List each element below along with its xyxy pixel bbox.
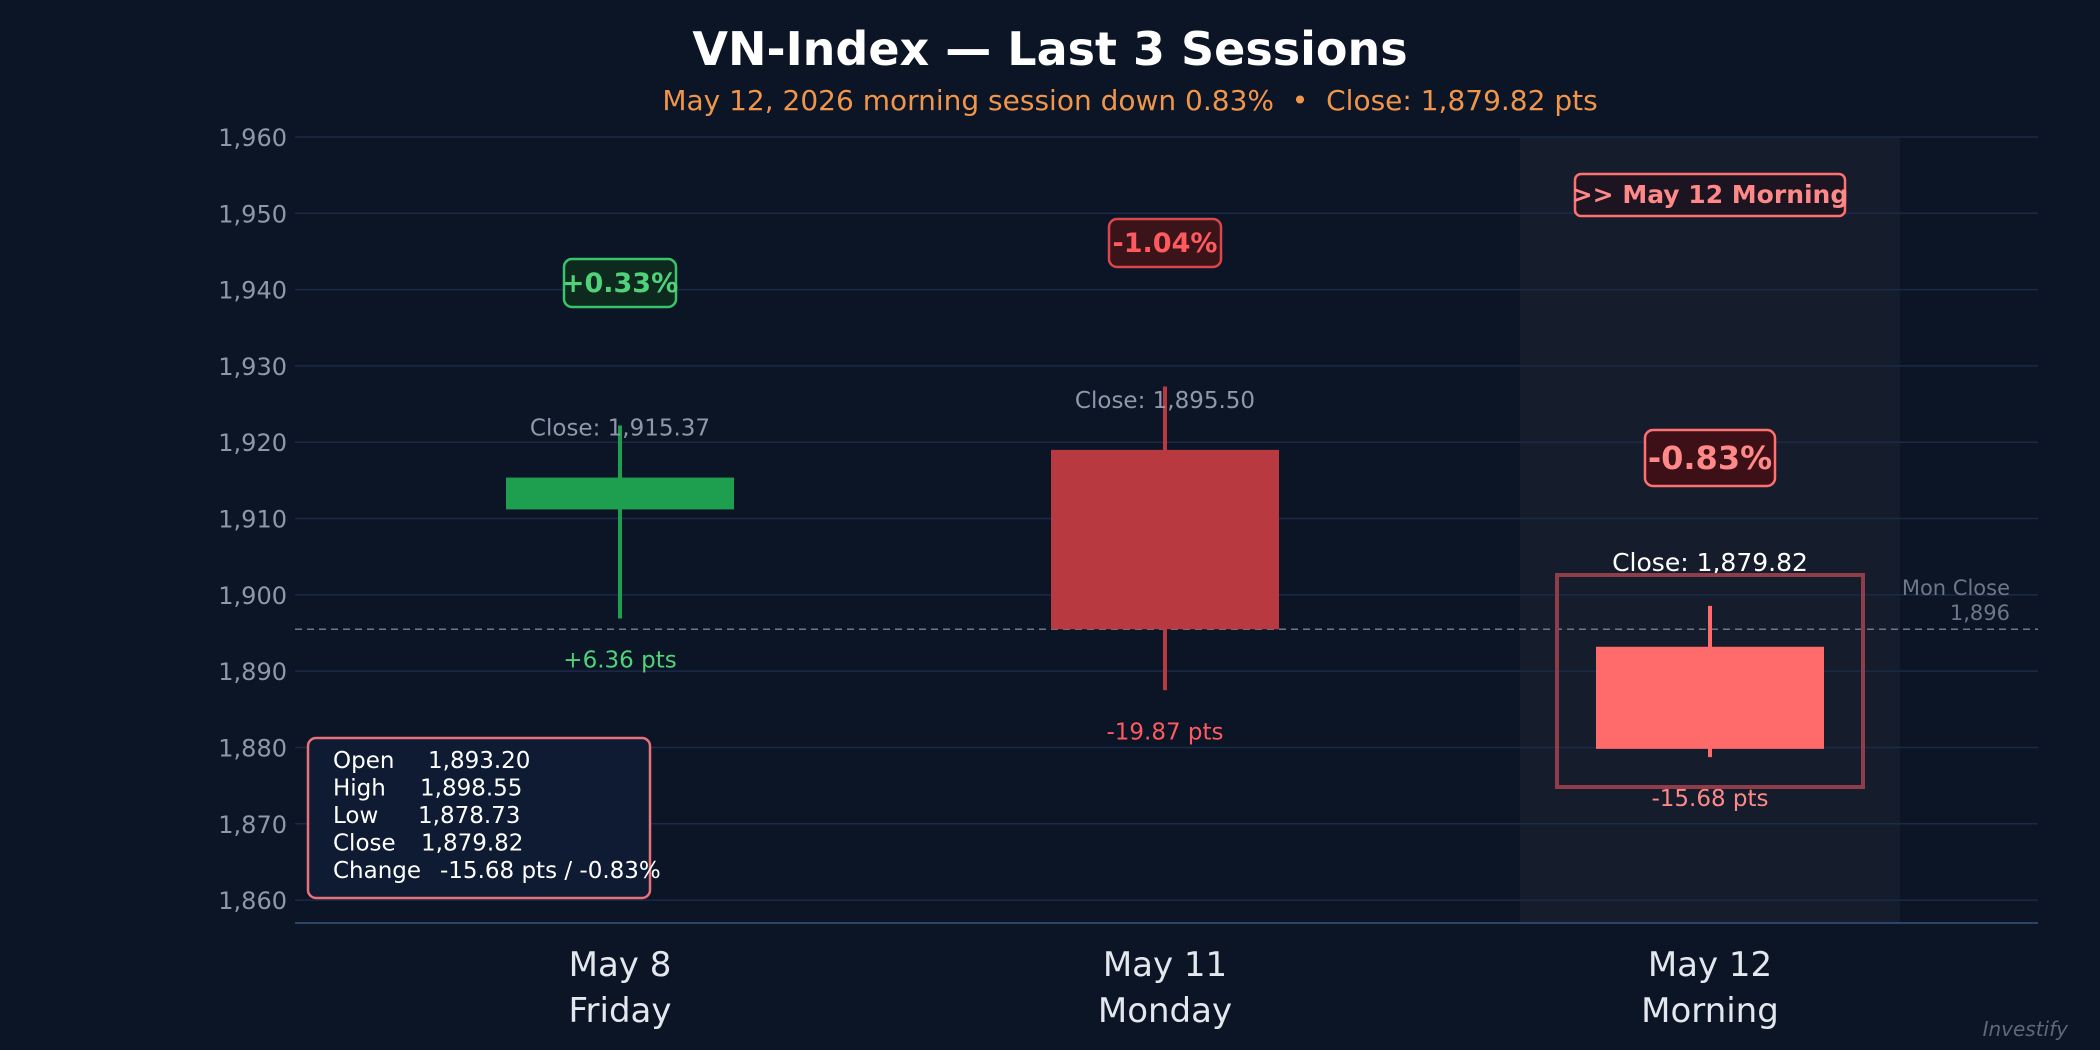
y-tick-label: 1,960: [218, 124, 287, 152]
y-tick-label: 1,900: [218, 582, 287, 610]
close-value-label: Close: 1,879.82: [1612, 548, 1808, 577]
ohlc-key-change: Change: [333, 858, 421, 884]
y-tick-label: 1,880: [218, 734, 287, 762]
change-percent-text: -1.04%: [1113, 228, 1218, 259]
change-percent-badge: [562, 257, 678, 309]
highlight-title-text: >> May 12 Morning: [1572, 180, 1849, 209]
x-tick-day: Friday: [568, 991, 671, 1031]
change-points-label: +6.36 pts: [563, 648, 676, 674]
close-value-label: Close: 1,895.50: [1075, 388, 1255, 414]
candle-body: [506, 477, 734, 510]
ohlc-key-high: High: [333, 776, 386, 802]
ohlc-value-open: 1,893.20: [428, 748, 530, 774]
y-tick-label: 1,860: [218, 887, 287, 915]
ohlc-value-high: 1,898.55: [420, 776, 522, 802]
chart-subtitle: May 12, 2026 morning session down 0.83% …: [662, 84, 1597, 117]
change-percent-badge: [1643, 428, 1777, 488]
ohlc-summary-box: [306, 736, 652, 900]
highlight-band: [1520, 137, 1900, 923]
reference-line-value: 1,896: [1950, 601, 2010, 625]
chart-title: VN-Index — Last 3 Sessions: [692, 22, 1407, 76]
y-tick-label: 1,870: [218, 811, 287, 839]
highlight-title-badge: [1573, 172, 1847, 218]
ohlc-key-low: Low: [333, 803, 378, 829]
y-tick-label: 1,910: [218, 506, 287, 534]
ohlc-key-open: Open: [333, 748, 394, 774]
change-points-label: -15.68 pts: [1651, 786, 1768, 812]
y-tick-label: 1,920: [218, 429, 287, 457]
watermark-logo-text: Investify: [1983, 1017, 2070, 1041]
candle-body: [1051, 449, 1279, 630]
reference-line-label: Mon Close: [1902, 576, 2010, 600]
ohlc-value-low: 1,878.73: [418, 803, 520, 829]
change-points-label: -19.87 pts: [1106, 719, 1223, 745]
x-tick-day: Morning: [1641, 991, 1779, 1031]
ohlc-key-close: Close: [333, 831, 396, 857]
x-tick-date: May 12: [1648, 945, 1772, 985]
highlight-focus-frame: [1555, 573, 1865, 789]
candle-body: [1596, 646, 1824, 749]
x-tick-day: Monday: [1098, 991, 1232, 1031]
x-tick-date: May 11: [1103, 945, 1227, 985]
y-tick-label: 1,950: [218, 200, 287, 228]
y-tick-label: 1,930: [218, 353, 287, 381]
y-tick-label: 1,890: [218, 658, 287, 686]
change-percent-text: -0.83%: [1648, 439, 1772, 477]
close-value-label: Close: 1,915.37: [530, 416, 710, 442]
x-tick-date: May 8: [569, 945, 672, 985]
change-percent-badge: [1107, 217, 1223, 269]
change-percent-text: +0.33%: [562, 268, 678, 299]
ohlc-value-close: 1,879.82: [421, 831, 523, 857]
ohlc-value-change: -15.68 pts / -0.83%: [440, 858, 661, 884]
y-tick-label: 1,940: [218, 277, 287, 305]
